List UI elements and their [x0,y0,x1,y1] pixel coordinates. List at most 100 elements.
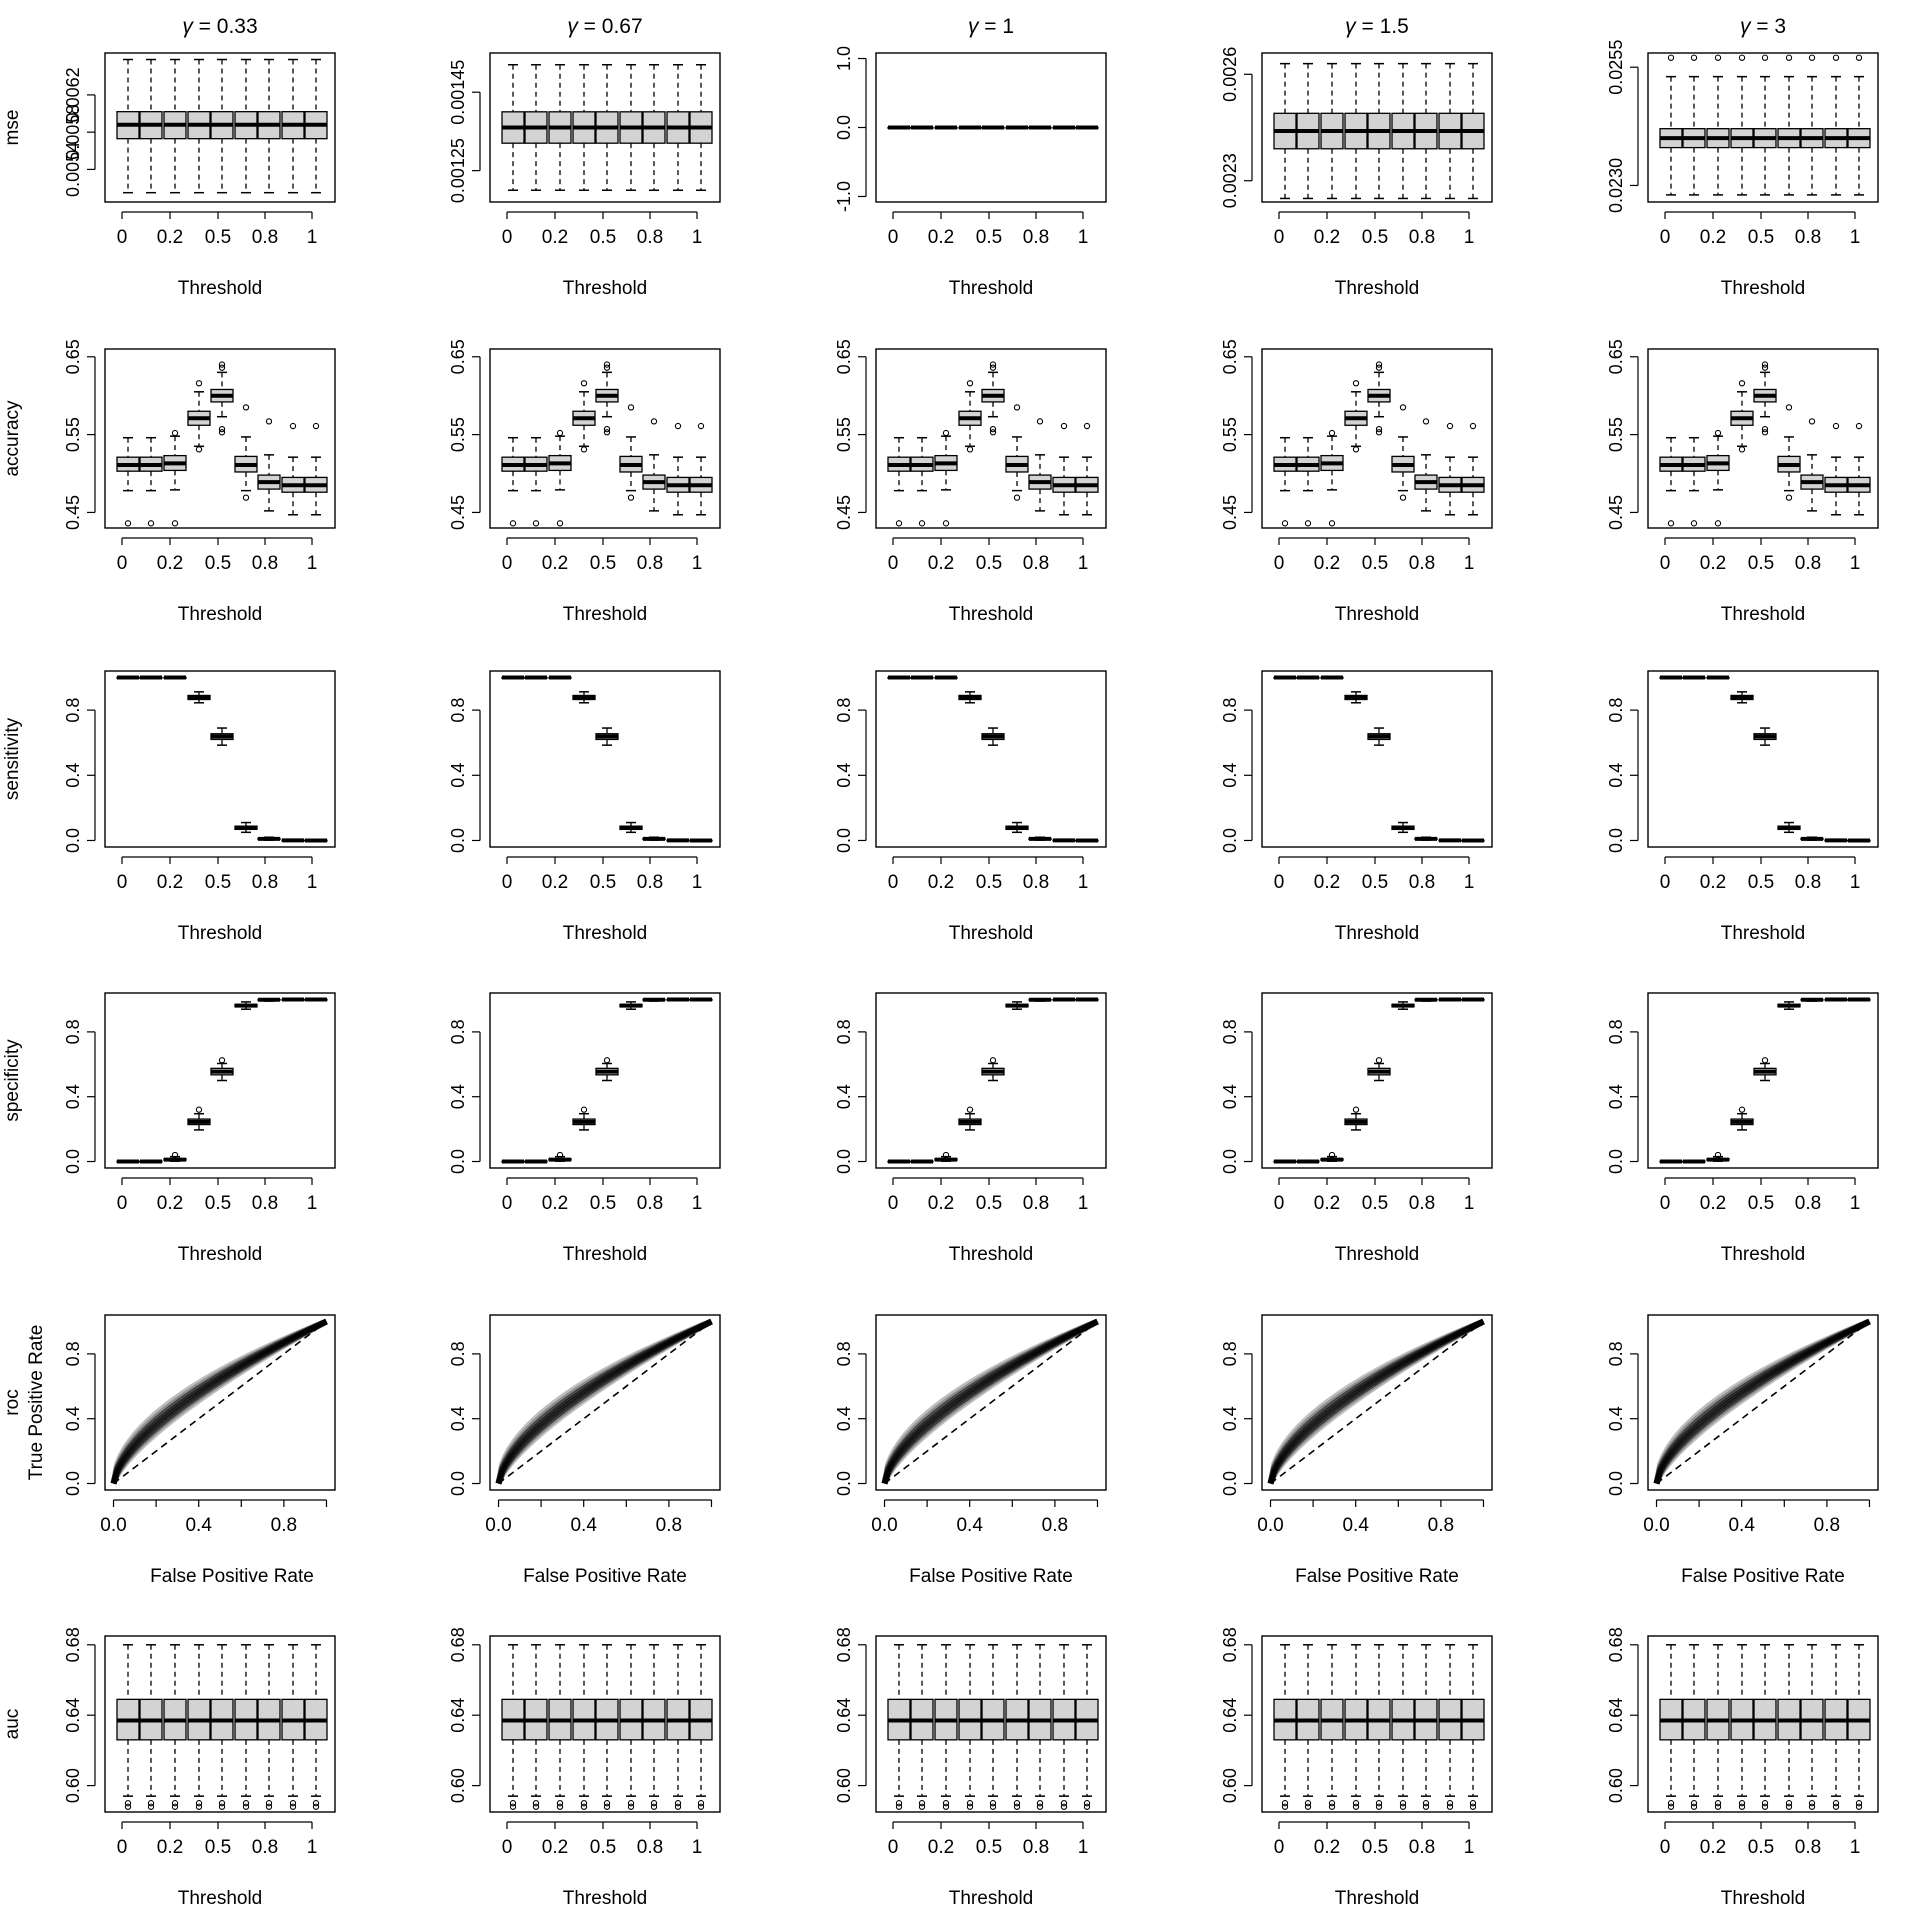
auc-panel-2-x-axis-title: Threshold [949,1888,1034,1909]
auc-panel-2-box-2-outlier-0 [942,1803,950,1810]
mse-panel-4-x-tick-label-1: 0.2 [1700,227,1726,248]
mse-panel-4-box-7-outlier-0 [1832,54,1840,61]
auc-panel-1-box-7-outlier-0 [674,1803,682,1810]
auc-panel-4-frame [1647,1635,1879,1813]
auc-panel-1-box-1-outlier-1 [532,1800,540,1807]
auc-panel-2-box-6-outlier-0 [1036,1803,1044,1810]
mse-panel-1-x-tick-label-1: 0.2 [542,227,568,248]
roc-panel-4-y-tick-label-2: 0.8 [1606,1341,1626,1366]
accuracy-panel-3-box-3-outlier-1 [1352,380,1360,387]
accuracy-panel-4-x-tick-label-4: 1 [1850,553,1861,574]
mse-panel-4-x-axis-title: Threshold [1721,278,1806,299]
auc-panel-3-box-2-outlier-1 [1328,1800,1336,1807]
sensitivity-panel-1-x-tick-label-3: 0.8 [637,872,663,893]
auc-panel-2-box-8-outlier-0 [1083,1803,1091,1810]
accuracy-panel-1-box-4-outlier-2 [603,364,611,371]
accuracy-panel-2-box-4-outlier-1 [989,426,997,433]
sensitivity-panel-2-y-tick-label-1: 0.4 [834,763,854,788]
auc-panel-2-box-7-outlier-1 [1060,1800,1068,1807]
sensitivity-panel-4-x-tick-label-4: 1 [1850,872,1861,893]
accuracy-panel-0-box-4-outlier-3 [218,361,226,368]
accuracy-panel-2-box-5-outlier-1 [1013,404,1021,411]
accuracy-panel-1-box-2-outlier-0 [556,520,564,527]
accuracy-panel-4-x-tick-label-3: 0.8 [1795,553,1821,574]
mse-panel-0-x-tick-label-1: 0.2 [157,227,183,248]
auc-panel-2-box-2-outlier-1 [942,1800,950,1807]
roc-panel-2-frame [875,1314,1107,1491]
auc-panel-1-box-6-outlier-1 [650,1800,658,1807]
auc-panel-4-box-6-outlier-0 [1808,1803,1816,1810]
mse-panel-1-y-tick-label-0: 0.00125 [448,138,468,203]
accuracy-panel-0-x-tick-label-0: 0 [117,553,128,574]
auc-panel-2-x-tick-label-3: 0.8 [1023,1837,1049,1858]
accuracy-panel-3-x-tick-label-3: 0.8 [1409,553,1435,574]
accuracy-panel-3-x-tick-label-1: 0.2 [1314,553,1340,574]
mse-panel-4-x-tick-label-2: 0.5 [1748,227,1774,248]
auc-panel-4-y-tick-label-0: 0.60 [1606,1768,1626,1803]
roc-panel-3-y-tick-label-2: 0.8 [1220,1341,1240,1366]
auc-panel-1-box-0-outlier-1 [509,1800,517,1807]
auc-panel-3-y-tick-label-0: 0.60 [1220,1768,1240,1803]
auc-panel-2-box-4-outlier-0 [989,1803,997,1810]
accuracy-panel-4-y-tick-label-2: 0.65 [1606,339,1626,374]
accuracy-panel-4-box-4-outlier-1 [1761,426,1769,433]
roc-panel-1-roc-curve-7 [495,1318,713,1485]
sensitivity-panel-3-y-tick-label-2: 0.8 [1220,698,1240,723]
mse-panel-1-x-tick-label-0: 0 [502,227,513,248]
auc-panel-3-box-0-outlier-0 [1281,1803,1289,1810]
mse-panel-2-frame [875,52,1107,203]
specificity-panel-3-x-tick-label-1: 0.2 [1314,1193,1340,1214]
accuracy-panel-4-box-4-outlier-0 [1761,429,1769,436]
roc-panel-0-y-tick-label-2: 0.8 [63,1341,83,1366]
roc-panel-0-x-tick-label-0: 0.0 [100,1515,126,1536]
auc-panel-1-x-tick-label-4: 1 [692,1837,703,1858]
roc-panel-4-y-tick-label-0: 0.0 [1606,1471,1626,1496]
specificity-panel-3-x-tick-label-3: 0.8 [1409,1193,1435,1214]
roc-panel-4-roc-curve-6 [1653,1318,1871,1485]
accuracy-panel-4-x-tick-label-2: 0.5 [1748,553,1774,574]
mse-panel-4-x-tick-label-0: 0 [1660,227,1671,248]
specificity-panel-0-y-tick-label-0: 0.0 [63,1149,83,1174]
accuracy-panel-4-y-tick-label-0: 0.45 [1606,495,1626,530]
auc-panel-2-x-tick-label-4: 1 [1078,1837,1089,1858]
mse-panel-4-frame [1647,52,1879,203]
auc-panel-0-box-8-outlier-0 [312,1803,320,1810]
accuracy-panel-2-y-tick-label-1: 0.55 [834,417,854,452]
sensitivity-panel-2-y-tick-label-2: 0.8 [834,698,854,723]
specificity-panel-1-box-4-outlier-0 [603,1057,611,1064]
accuracy-panel-0-box-4-outlier-1 [218,426,226,433]
accuracy-panel-2-box-4-outlier-3 [989,361,997,368]
mse-panel-2-x-tick-label-4: 1 [1078,227,1089,248]
roc-panel-0-roc-curve-5 [110,1318,328,1485]
sensitivity-panel-4-frame [1647,670,1879,848]
accuracy-panel-3-box-2-outlier-0 [1328,520,1336,527]
mse-panel-0-y-tick-label-0: 0.0054 [63,142,83,197]
specificity-panel-0-x-tick-label-0: 0 [117,1193,128,1214]
roc-panel-0-roc-diagonal [113,1320,327,1485]
roc-panel-0-roc-curve-7 [110,1318,328,1485]
sensitivity-panel-4-y-tick-label-2: 0.8 [1606,698,1626,723]
roc-panel-2-roc-curve-7 [881,1318,1099,1485]
sensitivity-panel-2-x-axis-title: Threshold [949,923,1034,944]
mse-panel-3-y-tick-label-0: 0.0023 [1220,153,1240,208]
accuracy-panel-3-box-4-outlier-3 [1375,361,1383,368]
roc-panel-1-y-tick-label-2: 0.8 [448,1341,468,1366]
auc-panel-2-box-5-outlier-1 [1013,1800,1021,1807]
auc-panel-4-box-7-outlier-0 [1832,1803,1840,1810]
auc-panel-1-box-4-outlier-1 [603,1800,611,1807]
specificity-panel-3-x-tick-label-4: 1 [1464,1193,1475,1214]
accuracy-panel-2-box-0-outlier-0 [895,520,903,527]
mse-panel-0-x-tick-label-0: 0 [117,227,128,248]
auc-panel-4-box-4-outlier-1 [1761,1800,1769,1807]
specificity-panel-3-y-tick-label-2: 0.8 [1220,1019,1240,1044]
accuracy-panel-1-box-5-outlier-1 [627,404,635,411]
accuracy-panel-0-x-tick-label-3: 0.8 [252,553,278,574]
mse-panel-3-x-tick-label-2: 0.5 [1362,227,1388,248]
accuracy-panel-0-frame [104,348,336,529]
auc-panel-4-x-tick-label-2: 0.5 [1748,1837,1774,1858]
auc-panel-4-box-1-outlier-0 [1690,1803,1698,1810]
roc-panel-1-roc-curve-5 [495,1318,713,1485]
specificity-panel-0-box-4-outlier-0 [218,1057,226,1064]
mse-panel-1-x-tick-label-2: 0.5 [590,227,616,248]
mse-panel-4-box-5-outlier-0 [1785,54,1793,61]
